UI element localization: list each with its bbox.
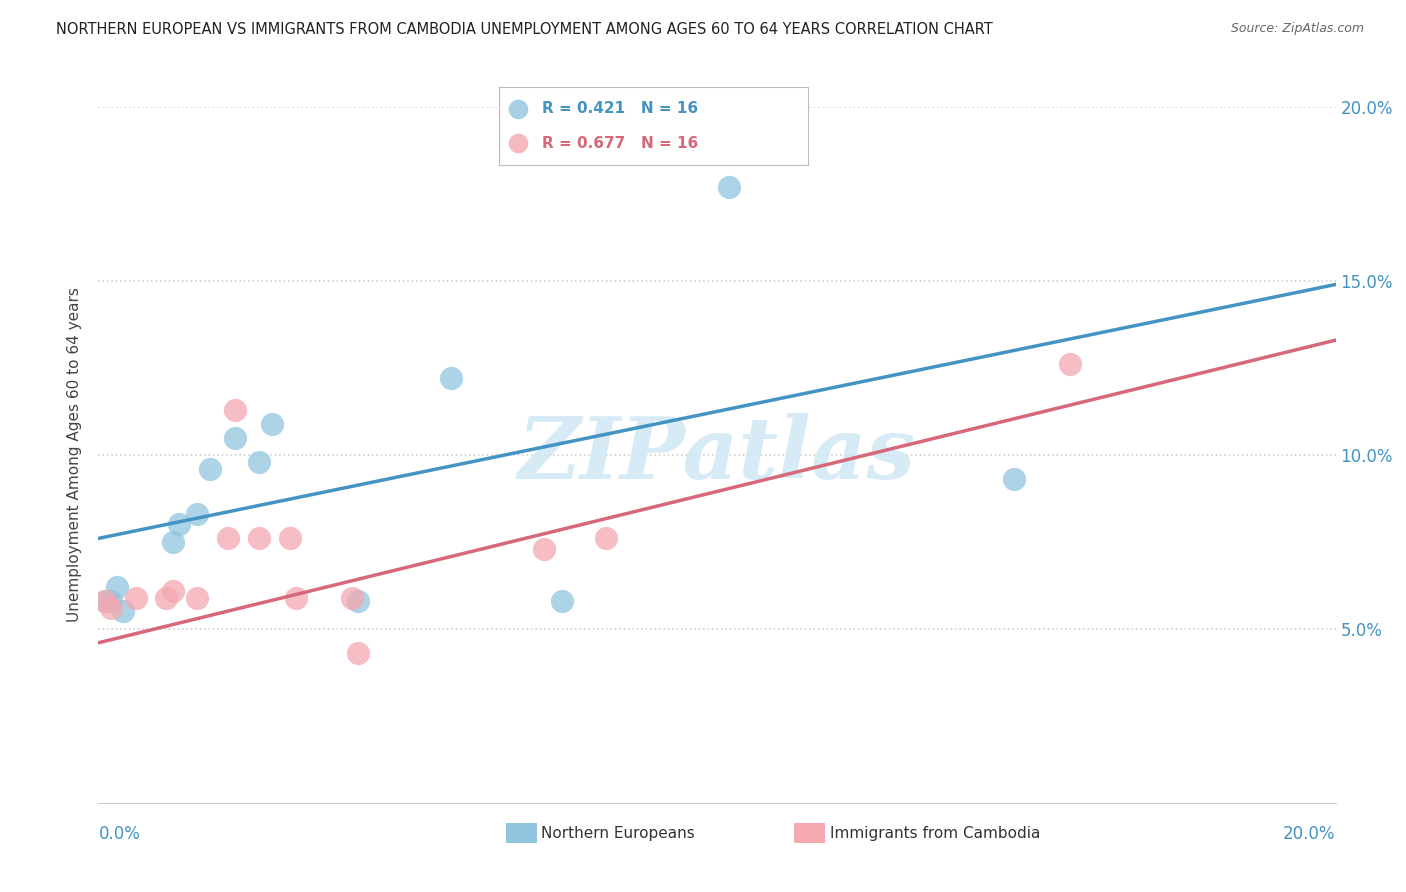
Text: ZIPatlas: ZIPatlas (517, 413, 917, 497)
Text: R = 0.677   N = 16: R = 0.677 N = 16 (543, 136, 699, 151)
Point (260, 417, 283, 431)
Text: Immigrants from Cambodia: Immigrants from Cambodia (830, 826, 1040, 840)
Text: Source: ZipAtlas.com: Source: ZipAtlas.com (1230, 22, 1364, 36)
Point (105, 580, 128, 594)
Point (278, 532, 301, 546)
Point (440, 371, 463, 385)
Point (595, 532, 617, 546)
Point (93, 594, 115, 608)
Point (1002, 472, 1025, 486)
Point (162, 583, 184, 598)
Y-axis label: Unemployment Among Ages 60 to 64 years: Unemployment Among Ages 60 to 64 years (67, 287, 83, 623)
Point (1059, 358, 1081, 372)
Point (100, 601, 122, 615)
Point (224, 402, 246, 417)
Point (124, 591, 146, 605)
Point (186, 507, 208, 521)
Point (347, 594, 370, 608)
Text: Northern Europeans: Northern Europeans (541, 826, 695, 840)
Point (347, 646, 370, 660)
Point (217, 532, 239, 546)
Point (155, 591, 177, 605)
Point (247, 455, 270, 469)
Point (224, 431, 246, 445)
Text: 20.0%: 20.0% (1284, 825, 1336, 843)
Point (718, 180, 741, 194)
Point (112, 605, 135, 619)
Point (285, 591, 308, 605)
Point (247, 532, 270, 546)
Point (162, 534, 184, 549)
Point (100, 594, 122, 608)
Point (186, 591, 208, 605)
Text: NORTHERN EUROPEAN VS IMMIGRANTS FROM CAMBODIA UNEMPLOYMENT AMONG AGES 60 TO 64 Y: NORTHERN EUROPEAN VS IMMIGRANTS FROM CAM… (56, 22, 993, 37)
Point (93, 594, 115, 608)
Text: R = 0.421   N = 16: R = 0.421 N = 16 (543, 101, 699, 116)
Point (551, 594, 574, 608)
Point (198, 462, 221, 476)
Point (167, 517, 190, 532)
Point (340, 591, 363, 605)
Text: 0.0%: 0.0% (98, 825, 141, 843)
Point (533, 541, 555, 556)
